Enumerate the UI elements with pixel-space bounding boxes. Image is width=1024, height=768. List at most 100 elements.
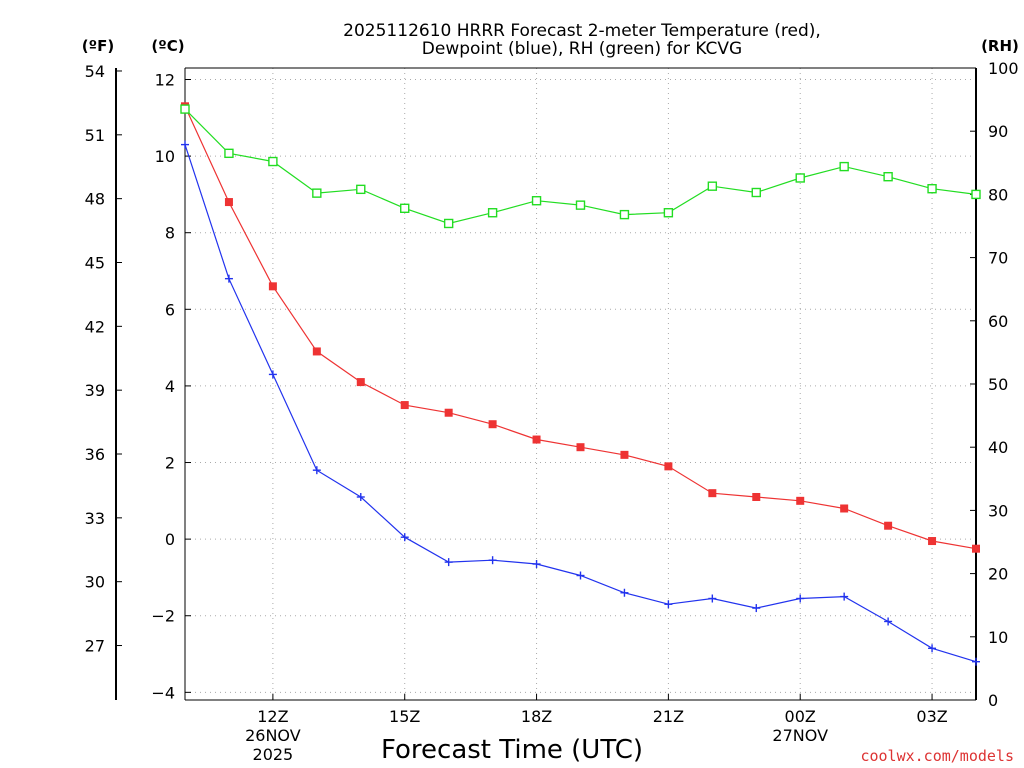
data-series [180, 102, 981, 666]
dewpoint-point [884, 617, 893, 626]
dewpoint-point [972, 657, 980, 666]
celsius-tick-label: 12 [155, 70, 175, 89]
chart-title-line-2: Dewpoint (blue), RH (green) for KCVG [422, 39, 742, 59]
rh-point [224, 148, 234, 159]
temperature-point [488, 420, 497, 429]
rh-tick-label: 20 [988, 565, 1008, 584]
x-tick-label: 03Z [916, 707, 947, 726]
x-tick-label: 15Z [389, 707, 420, 726]
dewpoint-point [532, 560, 541, 569]
temperature-point [576, 443, 585, 452]
temperature-point [664, 462, 673, 471]
dewpoint-point [181, 140, 189, 149]
rh-point [751, 187, 761, 198]
celsius-tick-label: 2 [165, 454, 175, 473]
rh-tick-label: 10 [988, 628, 1008, 647]
x-tick-label: 18Z [521, 707, 552, 726]
temperature-point [620, 450, 629, 459]
x-tick-date-label: 27NOV [772, 726, 828, 745]
series-rh [180, 104, 981, 229]
series-dewpoint [181, 140, 980, 666]
x-tick-label: 12Z [257, 707, 288, 726]
dewpoint-point [620, 588, 629, 597]
rh-tick-label: 100 [988, 59, 1019, 78]
fahrenheit-tick-label: 30 [85, 573, 105, 592]
celsius-tick-label: 6 [165, 300, 175, 319]
credit-label: coolwx.com/models [860, 747, 1014, 765]
chart-title-line-1: 2025112610 HRRR Forecast 2-meter Tempera… [343, 21, 821, 41]
rh-tick-label: 50 [988, 375, 1008, 394]
temperature-point [972, 544, 980, 553]
rh-tick-label: 0 [988, 691, 998, 710]
temperature-point [928, 537, 937, 546]
fahrenheit-unit-label: (ºF) [82, 37, 114, 55]
dewpoint-point [752, 604, 761, 613]
rh-point [707, 181, 718, 191]
fahrenheit-tick-label: 45 [85, 253, 105, 272]
rh-point [312, 188, 322, 198]
x-tick-date-label: 26NOV [245, 726, 301, 745]
rh-tick-label: 40 [988, 438, 1008, 457]
celsius-unit-label: (ºC) [151, 37, 184, 55]
dewpoint-point [928, 644, 937, 653]
dewpoint-point [708, 594, 717, 603]
fahrenheit-tick-label: 54 [85, 62, 105, 81]
temperature-point [708, 489, 717, 498]
rh-point [619, 209, 630, 220]
celsius-tick-label: −2 [151, 607, 175, 626]
temperature-point [884, 521, 893, 530]
fahrenheit-tick-label: 48 [85, 190, 105, 209]
rh-point [400, 203, 410, 214]
temperature-point [532, 435, 541, 444]
dewpoint-point [576, 571, 585, 580]
rh-point [663, 208, 674, 218]
fahrenheit-tick-label: 39 [85, 381, 105, 400]
temperature-point [400, 401, 409, 410]
x-tick-label: 00Z [785, 707, 816, 726]
celsius-tick-label: 0 [165, 530, 175, 549]
dewpoint-point [268, 370, 277, 379]
x-tick-label: 21Z [653, 707, 684, 726]
rh-tick-label: 90 [988, 122, 1008, 141]
dewpoint-point [488, 556, 497, 565]
rh-point [268, 156, 278, 167]
temperature-point [840, 504, 849, 513]
dewpoint-point [840, 592, 849, 601]
temperature-point [796, 496, 805, 505]
dewpoint-point [224, 274, 233, 283]
rh-point [487, 208, 498, 218]
dewpoint-point [664, 600, 673, 609]
rh-point [795, 173, 805, 183]
dewpoint-point [312, 466, 321, 475]
rh-point [356, 184, 366, 195]
temperature-point [444, 408, 453, 417]
rh-point [180, 104, 190, 114]
x-tick-year-label: 2025 [253, 745, 294, 764]
temperature-point [752, 492, 761, 501]
axes [115, 67, 977, 701]
rh-unit-label: (RH) [981, 37, 1019, 55]
temperature-point [312, 347, 321, 356]
celsius-tick-label: −4 [151, 683, 175, 702]
tick-labels: 121086420−2−4545148454239363330271009080… [85, 59, 1019, 764]
rh-point [839, 161, 849, 172]
dewpoint-point [796, 594, 805, 603]
rh-point [927, 184, 937, 194]
dewpoint-point [444, 558, 453, 567]
celsius-tick-label: 8 [165, 224, 175, 243]
fahrenheit-tick-label: 27 [85, 637, 105, 656]
celsius-tick-label: 10 [155, 147, 175, 166]
rh-point [575, 200, 586, 210]
fahrenheit-tick-label: 33 [85, 509, 105, 528]
x-axis-label: Forecast Time (UTC) [381, 735, 643, 765]
temperature-line [184, 106, 977, 550]
celsius-tick-label: 4 [165, 377, 175, 396]
dewpoint-point [356, 492, 365, 501]
rh-tick-label: 30 [988, 501, 1008, 520]
fahrenheit-tick-label: 42 [85, 317, 105, 336]
rh-point [443, 218, 454, 229]
rh-point [883, 172, 893, 182]
rh-tick-label: 70 [988, 249, 1008, 268]
dewpoint-point [400, 533, 409, 542]
